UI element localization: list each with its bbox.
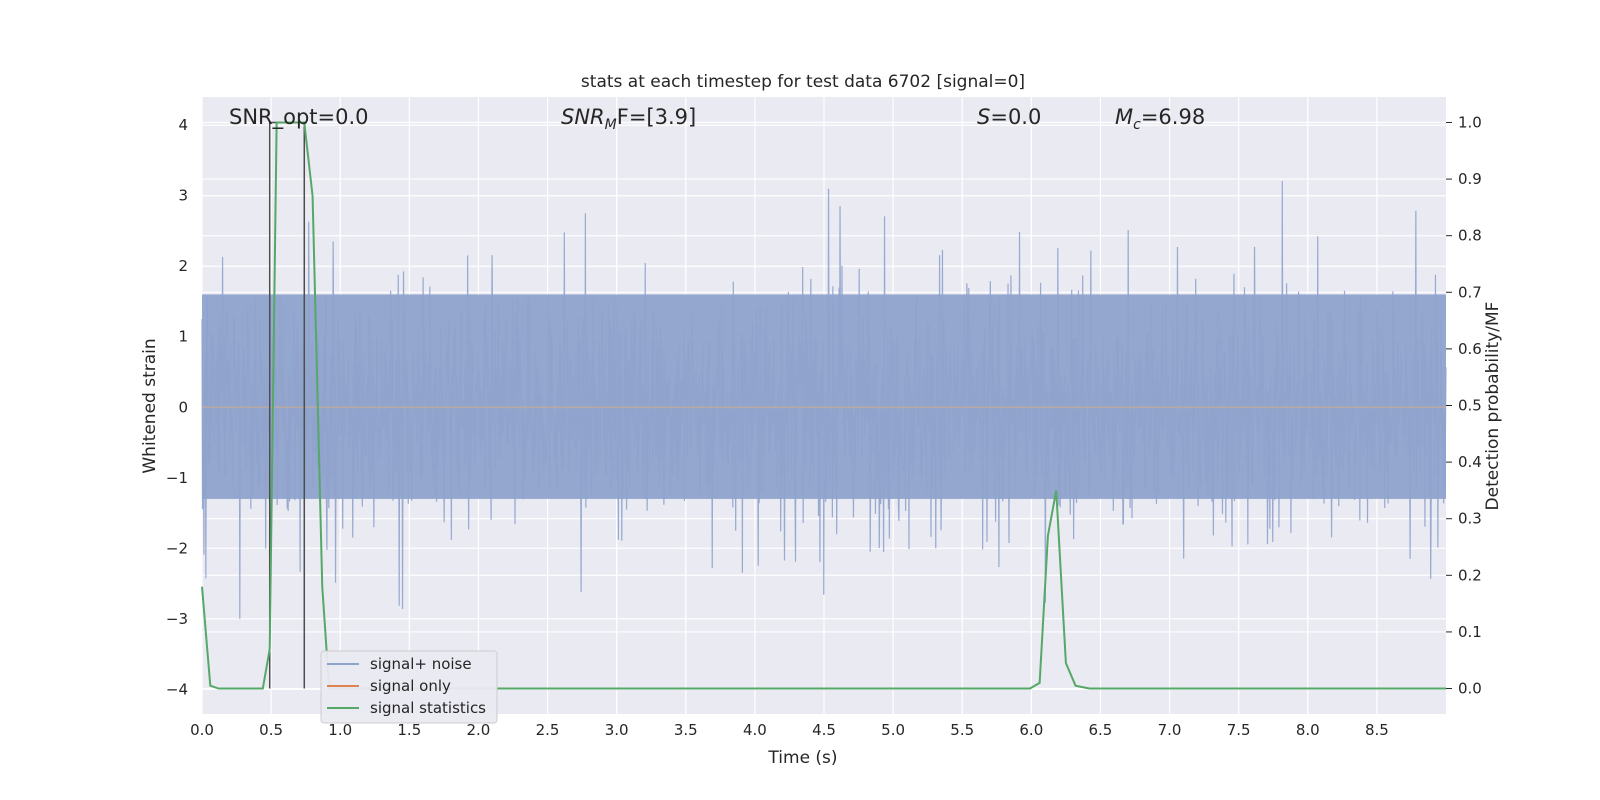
right-y-tick-label: 0.5: [1458, 397, 1482, 415]
x-tick-label: 8.5: [1365, 721, 1389, 739]
annotation-snr-mf-subscript: M: [605, 117, 617, 133]
right-y-tick-label: 0.9: [1458, 170, 1482, 188]
x-tick-label: 4.5: [812, 721, 836, 739]
x-tick-label: 0.0: [190, 721, 214, 739]
left-y-tick-label: −4: [166, 680, 188, 698]
x-tick-label: 8.0: [1296, 721, 1320, 739]
left-y-tick-label: 2: [178, 257, 188, 275]
x-tick-label: 0.5: [259, 721, 283, 739]
left-y-tick-label: 1: [178, 328, 188, 346]
x-tick-label: 5.0: [881, 721, 905, 739]
noise-series: [201, 181, 1447, 619]
x-axis-ticks: 0.0 0.5 1.0 1.5 2.0 2.5 3.0 3.5 4.0 4.5 5.0 5.5 6.0 6…: [190, 721, 1389, 739]
right-y-tick-label: 0.8: [1458, 227, 1482, 245]
left-y-tick-label: 3: [178, 187, 188, 205]
chart-title: stats at each timestep for test data 670…: [581, 72, 1025, 92]
left-y-tick-label: −3: [166, 610, 188, 628]
right-y-tick-label: 0.1: [1458, 623, 1482, 641]
left-y-axis-ticks: −4 −3 −2 −1 0 1 2 3 4: [166, 116, 188, 698]
x-tick-label: 7.0: [1158, 721, 1182, 739]
x-tick-label: 1.5: [397, 721, 421, 739]
x-tick-label: 5.5: [950, 721, 974, 739]
annotation-snr-mf: SNRMF=[3.9]: [561, 105, 696, 133]
x-tick-label: 3.0: [605, 721, 629, 739]
x-tick-label: 4.0: [743, 721, 767, 739]
x-tick-label: 7.5: [1227, 721, 1251, 739]
annotation-snr-opt: SNR_opt=0.0: [229, 105, 369, 130]
x-tick-label: 6.5: [1089, 721, 1113, 739]
x-tick-label: 2.5: [536, 721, 560, 739]
x-tick-label: 6.0: [1019, 721, 1043, 739]
legend-label-signal-statistics: signal statistics: [370, 699, 486, 717]
annotation-mc: Mc=6.98: [1115, 105, 1205, 133]
x-tick-label: 2.0: [467, 721, 491, 739]
left-y-tick-label: −2: [166, 539, 188, 557]
annotation-mc-subscript: c: [1133, 117, 1141, 133]
x-tick-label: 1.0: [328, 721, 352, 739]
annotation-mc-symbol: M: [1115, 105, 1133, 129]
left-y-tick-label: −1: [166, 469, 188, 487]
right-y-tick-label: 1.0: [1458, 113, 1482, 131]
right-y-axis-ticks: 0.0 0.1 0.2 0.3 0.4 0.5 0.6 0.7 0.8 0.9 1.0: [1446, 113, 1482, 698]
legend-label-signal-only: signal only: [370, 677, 451, 695]
x-tick-label: 3.5: [674, 721, 698, 739]
legend-label-signal-noise: signal+ noise: [370, 655, 472, 673]
right-y-tick-label: 0.6: [1458, 340, 1482, 358]
left-y-tick-label: 0: [178, 398, 188, 416]
left-y-axis-label: Whitened strain: [140, 338, 160, 473]
right-y-tick-label: 0.7: [1458, 283, 1482, 301]
left-y-tick-label: 4: [178, 116, 188, 134]
right-y-tick-label: 0.3: [1458, 510, 1482, 528]
annotation-mc-value: =6.98: [1141, 105, 1205, 129]
right-y-tick-label: 0.4: [1458, 453, 1482, 471]
annotation-s-symbol: S: [977, 105, 990, 129]
right-y-tick-label: 0.0: [1458, 680, 1482, 698]
right-y-tick-label: 0.2: [1458, 566, 1482, 584]
annotation-s-value: =0.0: [990, 105, 1041, 129]
annotation-s: S=0.0: [977, 105, 1041, 129]
noise-line: [201, 181, 1447, 619]
legend: signal+ noise signal only signal statist…: [320, 650, 498, 724]
right-y-axis-label: Detection probability/MF: [1483, 302, 1503, 511]
annotation-snr-mf-symbol: SNR: [561, 105, 605, 129]
x-axis-label: Time (s): [767, 748, 837, 768]
annotation-snr-mf-value: F=[3.9]: [617, 105, 696, 129]
